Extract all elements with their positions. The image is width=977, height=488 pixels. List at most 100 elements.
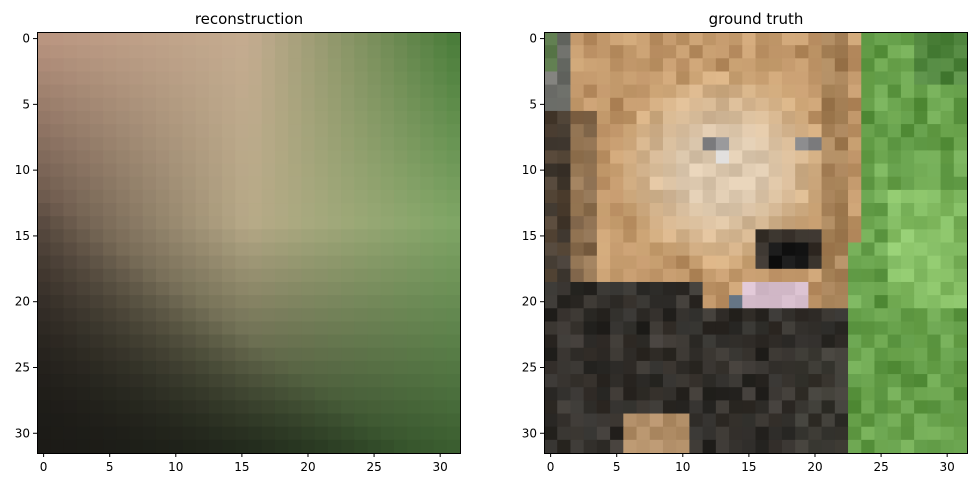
ground-truth-pixel [795, 268, 809, 283]
ground-truth-pixel [729, 426, 743, 441]
reconstruction-pixel [50, 97, 65, 112]
reconstruction-pixel [103, 268, 117, 283]
ground-truth-pixel [874, 163, 889, 178]
ground-truth-pixel [834, 360, 849, 375]
reconstruction-pixel [274, 374, 289, 388]
reconstruction-pixel [301, 281, 316, 296]
reconstruction-pixel [261, 32, 276, 46]
reconstruction-pixel [208, 45, 223, 59]
ground-truth-pixel [570, 295, 585, 309]
reconstruction-pixel [142, 124, 157, 138]
ground-truth-pixel [702, 439, 717, 454]
reconstruction-y-tick-label: 25 [15, 360, 30, 374]
ground-truth-pixel [927, 110, 942, 125]
reconstruction-pixel [354, 295, 369, 309]
ground-truth-pixel [623, 268, 638, 283]
reconstruction-pixel [433, 71, 448, 86]
ground-truth-pixel [715, 216, 730, 230]
ground-truth-pixel [583, 97, 598, 112]
ground-truth-pixel [596, 281, 611, 296]
reconstruction-pixel [235, 334, 250, 349]
reconstruction-pixel [380, 242, 395, 257]
reconstruction-pixel [235, 229, 250, 244]
reconstruction-pixel [129, 374, 144, 388]
ground-truth-pixel [887, 163, 902, 178]
reconstruction-pixel [155, 255, 170, 270]
ground-truth-pixel [861, 97, 876, 112]
ground-truth-pixel [715, 426, 730, 441]
reconstruction-pixel [116, 387, 131, 401]
ground-truth-pixel [702, 308, 717, 323]
ground-truth-pixel [583, 176, 598, 191]
ground-truth-pixel [676, 189, 691, 204]
reconstruction-pixel [274, 58, 289, 73]
ground-truth-pixel [636, 400, 651, 415]
reconstruction-pixel [327, 374, 342, 388]
ground-truth-pixel [887, 255, 902, 270]
ground-truth-pixel [729, 71, 743, 86]
reconstruction-pixel [327, 110, 342, 125]
ground-truth-pixel [636, 268, 651, 283]
ground-truth-pixel [887, 32, 902, 46]
reconstruction-pixel [182, 281, 197, 296]
reconstruction-pixel [433, 163, 448, 178]
reconstruction-pixel [274, 242, 289, 257]
ground-truth-pixel [953, 71, 968, 86]
ground-truth-pixel [821, 32, 836, 46]
reconstruction-pixel [63, 137, 78, 152]
reconstruction-pixel [393, 426, 408, 441]
ground-truth-pixel [927, 229, 942, 244]
ground-truth-pixel [689, 334, 704, 349]
ground-truth-pixel [914, 189, 928, 204]
reconstruction-pixel [380, 84, 395, 99]
reconstruction-pixel [367, 110, 382, 125]
reconstruction-pixel [182, 229, 197, 244]
reconstruction-pixel [63, 268, 78, 283]
ground-truth-pixel [874, 439, 889, 454]
ground-truth-pixel [557, 374, 572, 388]
ground-truth-pixel [742, 150, 757, 165]
ground-truth-pixel [702, 124, 717, 138]
reconstruction-pixel [89, 374, 104, 388]
ground-truth-pixel [927, 308, 942, 323]
ground-truth-pixel [570, 97, 585, 112]
ground-truth-pixel [755, 137, 770, 152]
reconstruction-pixel [393, 216, 408, 230]
ground-truth-pixel [583, 400, 598, 415]
ground-truth-pixel [623, 387, 638, 401]
ground-truth-pixel [583, 439, 598, 454]
reconstruction-pixel [393, 413, 408, 428]
reconstruction-pixel [420, 71, 435, 86]
reconstruction-pixel [63, 321, 78, 336]
ground-truth-pixel [768, 281, 783, 296]
reconstruction-pixel [182, 189, 197, 204]
ground-truth-pixel [768, 124, 783, 138]
ground-truth-pixel [927, 97, 942, 112]
reconstruction-pixel [182, 203, 197, 217]
reconstruction-pixel [103, 439, 117, 454]
reconstruction-pixel [208, 360, 223, 375]
reconstruction-pixel [314, 84, 329, 99]
reconstruction-pixel [261, 189, 276, 204]
ground-truth-pixel [768, 295, 783, 309]
ground-truth-pixel [742, 229, 757, 244]
ground-truth-pixel [702, 97, 717, 112]
reconstruction-pixel [314, 281, 329, 296]
ground-truth-pixel [610, 347, 624, 362]
ground-truth-pixel [834, 400, 849, 415]
ground-truth-pixel [662, 58, 677, 73]
reconstruction-pixel [380, 387, 395, 401]
reconstruction-pixel [367, 242, 382, 257]
reconstruction-pixel [182, 71, 197, 86]
reconstruction-pixel [142, 281, 157, 296]
ground-truth-pixel [768, 110, 783, 125]
ground-truth-pixel [557, 32, 572, 46]
ground-truth-pixel [702, 189, 717, 204]
ground-truth-pixel [768, 150, 783, 165]
ground-truth-pixel [596, 84, 611, 99]
ground-truth-pixel [848, 137, 862, 152]
reconstruction-pixel [393, 255, 408, 270]
reconstruction-pixel [222, 84, 236, 99]
ground-truth-pixel [781, 97, 796, 112]
ground-truth-pixel [755, 347, 770, 362]
